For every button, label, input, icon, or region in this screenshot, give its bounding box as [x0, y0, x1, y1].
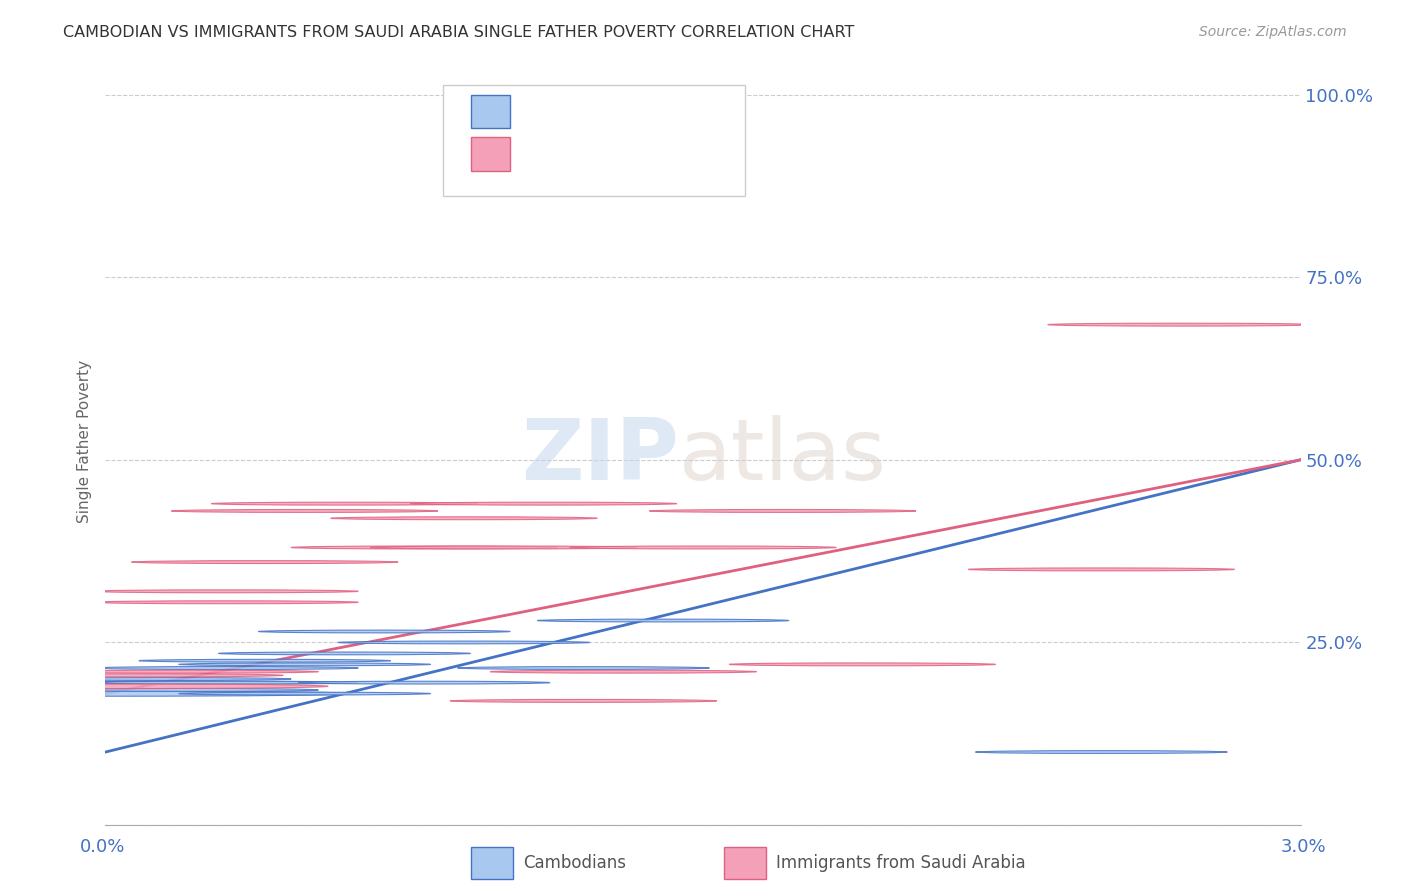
Ellipse shape [172, 509, 437, 512]
Ellipse shape [91, 590, 359, 593]
Ellipse shape [730, 663, 995, 665]
Text: 3.0%: 3.0% [1281, 838, 1326, 855]
Text: CAMBODIAN VS IMMIGRANTS FROM SAUDI ARABIA SINGLE FATHER POVERTY CORRELATION CHAR: CAMBODIAN VS IMMIGRANTS FROM SAUDI ARABI… [63, 25, 855, 40]
Ellipse shape [91, 601, 359, 604]
Text: Cambodians: Cambodians [523, 854, 626, 871]
Text: Source: ZipAtlas.com: Source: ZipAtlas.com [1199, 25, 1347, 39]
Ellipse shape [179, 692, 430, 695]
Text: R =: R = [524, 103, 561, 120]
Ellipse shape [132, 560, 398, 564]
Ellipse shape [259, 630, 510, 633]
Ellipse shape [179, 663, 430, 665]
Ellipse shape [969, 568, 1234, 571]
Ellipse shape [7, 681, 283, 684]
Text: 17: 17 [673, 103, 696, 120]
Ellipse shape [7, 673, 283, 677]
Ellipse shape [52, 689, 318, 691]
Ellipse shape [298, 681, 550, 684]
Ellipse shape [1047, 323, 1315, 326]
Ellipse shape [211, 502, 478, 505]
Ellipse shape [450, 699, 717, 702]
Ellipse shape [139, 659, 391, 662]
Ellipse shape [39, 678, 291, 681]
Text: N =: N = [626, 103, 673, 120]
Text: 19: 19 [673, 145, 696, 163]
Ellipse shape [457, 666, 710, 669]
Ellipse shape [52, 670, 318, 673]
Ellipse shape [491, 670, 756, 673]
Ellipse shape [411, 502, 676, 505]
Ellipse shape [0, 691, 353, 697]
Ellipse shape [537, 619, 789, 622]
Ellipse shape [91, 681, 359, 684]
Ellipse shape [330, 516, 598, 520]
Text: R =: R = [524, 145, 561, 163]
Text: Immigrants from Saudi Arabia: Immigrants from Saudi Arabia [776, 854, 1026, 871]
Ellipse shape [371, 546, 637, 549]
Ellipse shape [0, 684, 328, 689]
Text: ZIP: ZIP [522, 416, 679, 499]
Y-axis label: Single Father Poverty: Single Father Poverty [77, 360, 93, 523]
Ellipse shape [291, 546, 557, 549]
Text: 0.542: 0.542 [567, 145, 619, 163]
Ellipse shape [976, 751, 1227, 754]
Text: atlas: atlas [679, 416, 887, 499]
Ellipse shape [72, 681, 339, 684]
Text: N =: N = [626, 145, 673, 163]
Text: 0.0%: 0.0% [80, 838, 125, 855]
Ellipse shape [569, 546, 837, 549]
Ellipse shape [218, 652, 471, 655]
Text: 0.510: 0.510 [567, 103, 619, 120]
Ellipse shape [91, 666, 359, 670]
Ellipse shape [650, 509, 915, 512]
Ellipse shape [337, 641, 591, 644]
